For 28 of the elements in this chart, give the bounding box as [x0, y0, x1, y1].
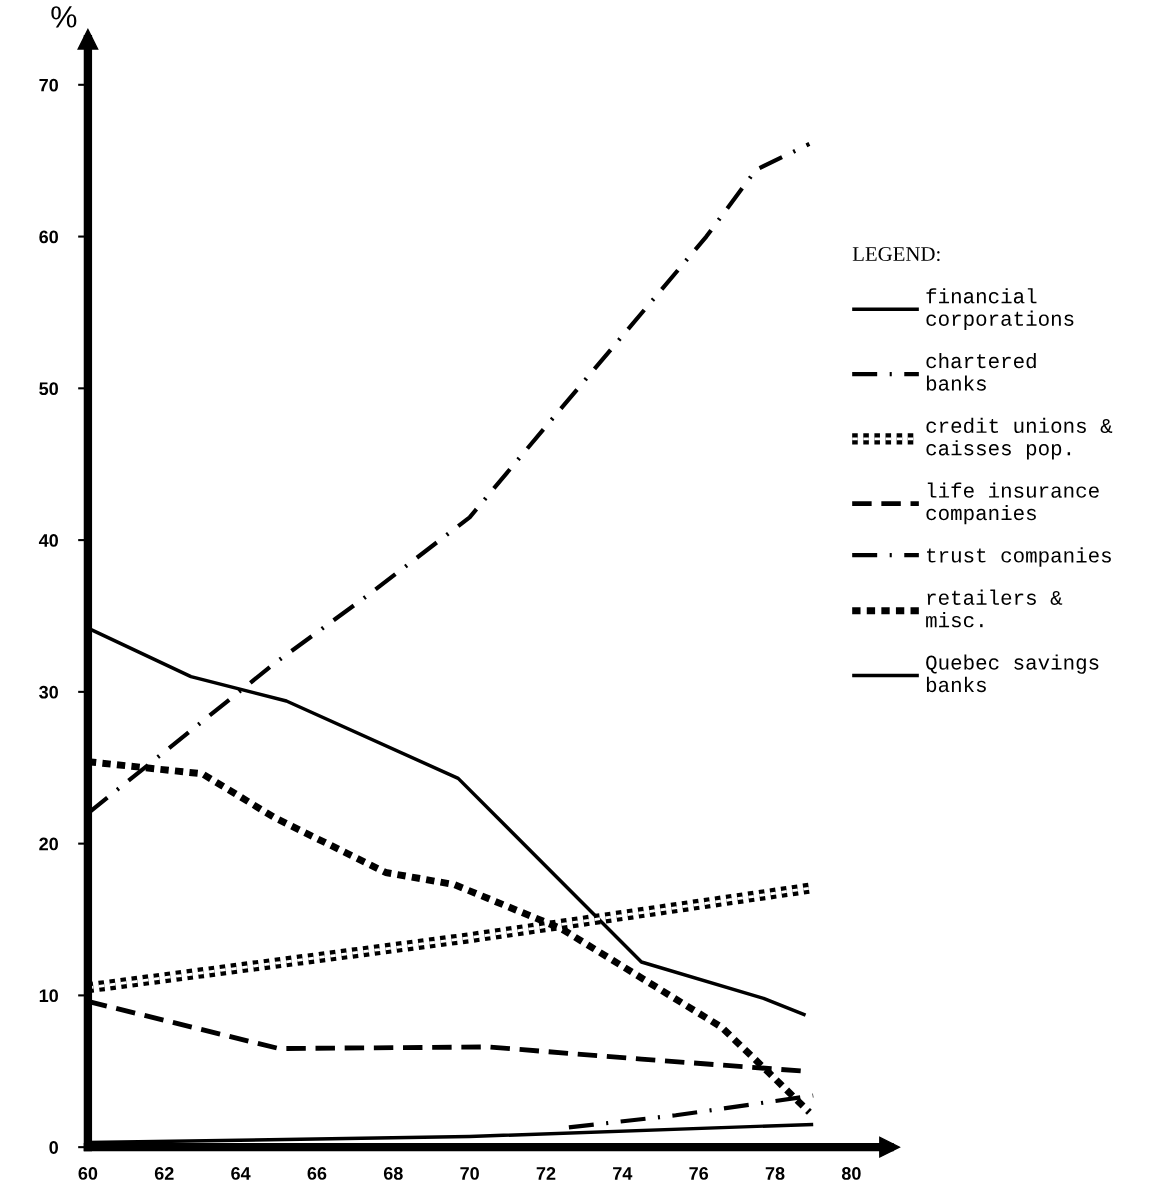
legend-title: LEGEND: — [852, 247, 940, 262]
y-tick-label: 20 — [39, 837, 58, 851]
x-tick-label: 70 — [460, 1167, 479, 1180]
y-tick-label: 30 — [39, 685, 58, 699]
legend-label: trust companies — [927, 547, 1111, 567]
y-tick-label: 50 — [39, 382, 58, 396]
x-tick-label: 78 — [765, 1167, 785, 1180]
x-tick-label: 66 — [307, 1167, 327, 1180]
y-tick-label: 10 — [39, 989, 58, 1003]
legend-label: life insurance companies — [926, 482, 1099, 525]
x-tick-label: 80 — [841, 1167, 861, 1180]
x-tick-label: 68 — [383, 1167, 403, 1180]
legend-label: financial corporations — [926, 288, 1074, 331]
x-tick-label: 62 — [154, 1167, 174, 1180]
x-tick-label: 64 — [231, 1167, 251, 1180]
y-tick-label: 40 — [38, 534, 58, 547]
y-tick-label: 70 — [39, 78, 58, 92]
x-tick-label: 72 — [536, 1167, 556, 1180]
legend-label: Quebec savings banks — [926, 654, 1099, 693]
legend-label: credit unions & caisses pop. — [926, 417, 1113, 460]
legend-label: chartered banks — [926, 352, 1036, 391]
x-tick-label: 76 — [689, 1167, 709, 1180]
y-axis-title: % — [51, 6, 77, 28]
x-tick-label: 74 — [613, 1167, 633, 1180]
y-tick-label: 60 — [39, 230, 58, 244]
x-tick-label: 60 — [78, 1167, 98, 1180]
y-tick-label: 0 — [49, 1141, 58, 1154]
legend-label: retailers & misc. — [926, 589, 1063, 628]
